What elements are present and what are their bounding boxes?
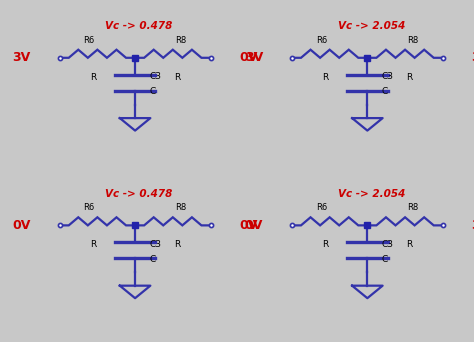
Text: 0V: 0V	[12, 219, 31, 232]
Text: Vc -> 2.054: Vc -> 2.054	[338, 21, 405, 31]
Text: R: R	[322, 240, 328, 249]
Text: R8: R8	[408, 203, 419, 212]
Text: C: C	[382, 87, 388, 96]
Text: Vc -> 2.054: Vc -> 2.054	[338, 189, 405, 199]
Text: C: C	[149, 255, 155, 264]
Text: Vc -> 0.478: Vc -> 0.478	[106, 189, 173, 199]
Text: R6: R6	[316, 203, 327, 212]
Text: R: R	[90, 240, 96, 249]
Text: 3V: 3V	[12, 51, 31, 64]
Text: C3: C3	[382, 73, 393, 81]
Text: 0V: 0V	[245, 219, 263, 232]
Text: 3V: 3V	[472, 219, 474, 232]
Text: R: R	[174, 73, 180, 81]
Text: 0V: 0V	[239, 219, 258, 232]
Text: R8: R8	[175, 203, 187, 212]
Text: R: R	[406, 240, 412, 249]
Text: R: R	[174, 240, 180, 249]
Text: R: R	[90, 73, 96, 81]
Text: C3: C3	[149, 73, 161, 81]
Text: 3V: 3V	[472, 51, 474, 64]
Text: C: C	[382, 255, 388, 264]
Text: R6: R6	[83, 36, 95, 44]
Text: 3V: 3V	[245, 51, 263, 64]
Text: R: R	[322, 73, 328, 81]
Text: Vc -> 0.478: Vc -> 0.478	[106, 21, 173, 31]
Text: R6: R6	[316, 36, 327, 44]
Text: C: C	[149, 87, 155, 96]
Text: R6: R6	[83, 203, 95, 212]
Text: C3: C3	[149, 240, 161, 249]
Text: R8: R8	[175, 36, 187, 44]
Text: C3: C3	[382, 240, 393, 249]
Text: R: R	[406, 73, 412, 81]
Text: 0V: 0V	[239, 51, 258, 64]
Text: R8: R8	[408, 36, 419, 44]
